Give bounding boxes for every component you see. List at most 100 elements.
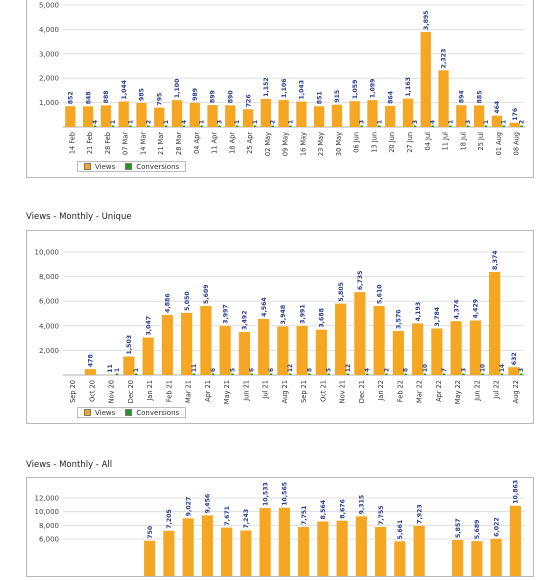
conversions-bar [231,374,234,376]
views-data-label: 3,492 [242,310,249,330]
views-bar [297,326,308,375]
conversions-data-label: 1 [111,120,117,124]
conversions-data-label: 1 [134,368,140,372]
y-tick-label: 5,000 [39,2,59,10]
x-tick-label: 16 May [299,132,307,156]
views-data-label: 632 [511,352,518,365]
views-bar [492,116,502,127]
conversions-data-label: 1 [288,120,294,124]
y-tick-label: 12,000 [35,495,60,503]
conversions-data-label: 1 [164,120,170,124]
x-tick-label: Nov 21 [339,380,347,403]
views-bar [375,527,386,576]
views-data-label: 7,755 [378,505,385,525]
views-data-label: 848 [85,91,92,104]
x-tick-label: Dec 21 [358,380,366,403]
x-tick-label: 20 Jun [388,132,396,153]
conversions-data-label: 12 [288,364,294,372]
conversions-bar [236,126,239,128]
x-tick-label: 06 Jun [353,132,361,153]
y-tick-label: 1,000 [39,99,59,107]
x-tick-label: 21 Mar [157,132,165,155]
conversions-bar [385,374,388,376]
conversions-bar [414,126,417,128]
views-bar [207,105,217,127]
views-bar [221,528,232,576]
monthly-unique-title: Views - Monthly - Unique [26,212,132,222]
conversions-data-label: 14 [500,364,506,372]
x-tick-label: Jun 21 [242,380,250,402]
conversions-data-label: 3 [217,120,223,124]
conversions-data-label: 1 [129,120,135,124]
views-data-label: 985 [139,88,146,101]
views-data-label: 3,997 [222,304,229,324]
y-tick-label: 4,000 [39,26,59,34]
conversions-data-label: 3 [466,120,472,124]
views-data-label: 3,991 [299,304,306,324]
views-bar [202,515,213,576]
conversions-data-label: 6 [269,368,275,372]
x-tick-label: 04 Apr [193,132,201,154]
x-tick-label: 04 Jul [424,132,432,151]
conversions-bar [378,126,381,128]
views-bar [316,330,327,375]
conversions-data-label: 1 [502,120,508,124]
conversions-bar [147,126,150,128]
views-data-label: 5,050 [184,291,191,311]
conversions-data-label: 8 [404,368,410,372]
conversions-swatch [125,163,132,170]
conversions-data-label: 8 [307,368,313,372]
views-bar [101,105,111,127]
views-data-label: 795 [156,93,163,106]
views-data-label: 1,059 [352,80,359,100]
y-tick-label: 6,000 [39,536,59,544]
views-bar [491,539,502,576]
views-data-label: 726 [245,94,252,107]
views-bar [261,99,271,127]
views-bar [489,272,500,375]
views-bar [172,100,182,127]
x-tick-label: Feb 21 [165,380,173,402]
views-bar [190,103,200,127]
x-tick-label: 25 Jul [477,132,485,151]
x-tick-label: 09 May [282,132,290,156]
x-tick-label: 23 May [317,132,325,156]
views-bar [356,516,367,576]
y-tick-label: 4,000 [39,322,59,330]
views-bar [200,306,211,375]
views-data-label: 1,100 [174,78,181,98]
conversions-bar [462,374,465,376]
views-data-label: 7,671 [224,506,231,526]
conversions-bar [116,374,119,376]
views-bar [354,292,365,375]
views-data-label: 1,099 [370,79,377,99]
conversions-data-label: 3 [461,368,467,372]
views-data-label: 9,027 [185,497,192,517]
y-tick-label: 2,000 [39,75,59,83]
views-bar [510,506,521,576]
views-bar [65,106,75,127]
views-bar [471,541,482,576]
views-bar [508,367,519,375]
monthly-unique-legend: Views Conversions [77,407,186,418]
conversions-bar [135,374,138,376]
views-data-label: 3,576 [396,309,403,329]
legend-conversions-label: Conversions [136,163,179,171]
conversions-bar [366,374,369,376]
views-bar [431,328,442,375]
views-data-label: 464 [494,100,501,114]
conversions-bar [327,374,330,376]
conversions-bar [347,374,350,376]
views-bar [509,123,519,127]
conversions-data-label: 7 [442,368,448,372]
views-bar [239,332,250,375]
views-bar [143,338,154,375]
x-tick-label: Aug 21 [281,380,289,403]
views-data-label: 4,193 [415,302,422,322]
conversions-data-label: 4 [431,120,437,124]
weekly-views-legend: Views Conversions [77,161,186,172]
views-data-label: 7,205 [166,509,173,529]
conversions-data-label: 2 [146,120,152,124]
